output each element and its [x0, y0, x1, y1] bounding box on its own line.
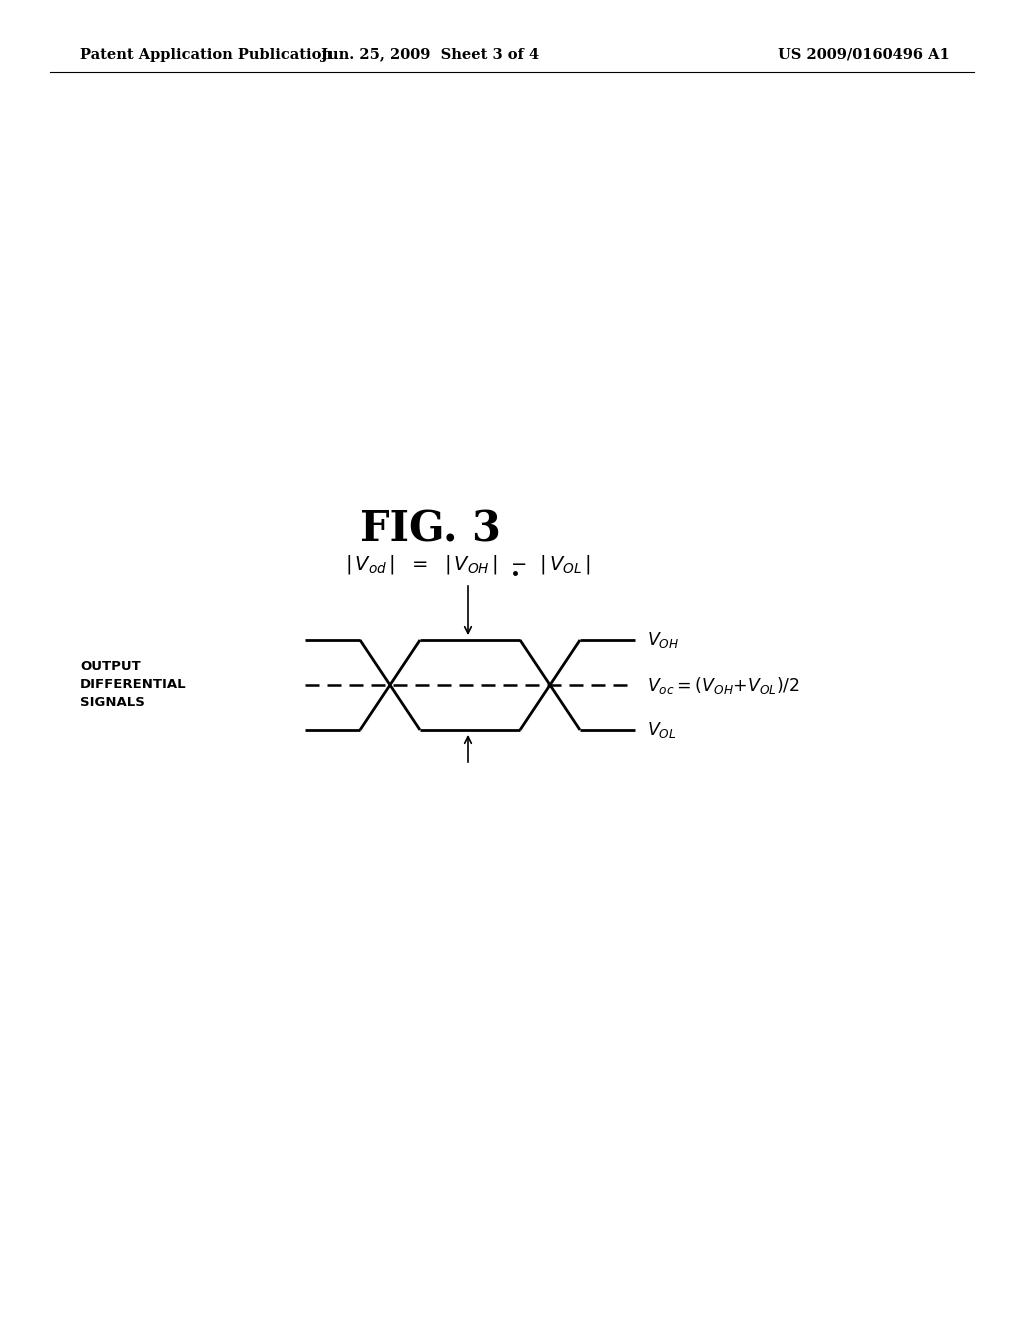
Text: Patent Application Publication: Patent Application Publication	[80, 48, 332, 62]
Text: OUTPUT
DIFFERENTIAL
SIGNALS: OUTPUT DIFFERENTIAL SIGNALS	[80, 660, 186, 710]
Text: $V_{OH}$: $V_{OH}$	[647, 630, 679, 649]
Text: FIG. 3: FIG. 3	[359, 510, 501, 550]
Text: $V_{oc}$$=(V_{OH}$$+V_{OL})/2$: $V_{oc}$$=(V_{OH}$$+V_{OL})/2$	[647, 675, 800, 696]
Text: US 2009/0160496 A1: US 2009/0160496 A1	[778, 48, 950, 62]
Text: $V_{OL}$: $V_{OL}$	[647, 719, 677, 741]
Text: $| \, V_{od} \, |$  $=$  $| \, V_{OH} \, |$  $-$  $| \, V_{OL} \, |$: $| \, V_{od} \, |$ $=$ $| \, V_{OH} \, |…	[345, 553, 591, 577]
Text: Jun. 25, 2009  Sheet 3 of 4: Jun. 25, 2009 Sheet 3 of 4	[321, 48, 539, 62]
